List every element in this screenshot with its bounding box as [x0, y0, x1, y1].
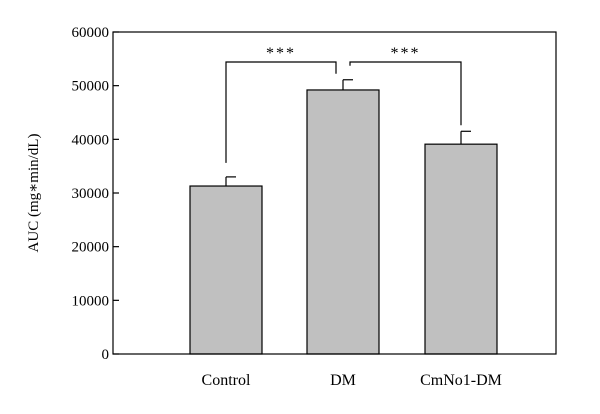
bar-control	[189, 185, 263, 355]
bar-dm	[306, 89, 380, 355]
significance-label: ***	[266, 45, 296, 62]
bars-layer	[189, 89, 498, 355]
significance-bracket	[225, 61, 337, 163]
x-category-label: Control	[202, 372, 251, 389]
x-category-label: CmNo1-DM	[420, 372, 502, 389]
y-tick-label: 30000	[72, 186, 110, 202]
error-bars-layer	[225, 79, 471, 187]
bar-cmno1-dm	[424, 143, 498, 355]
significance-label: ***	[391, 45, 421, 62]
y-tick-label: 40000	[72, 132, 110, 148]
y-tick-label: 60000	[72, 25, 110, 41]
y-axis-title: AUC (mg∗min/dL)	[26, 134, 42, 253]
x-category-label: DM	[330, 372, 356, 389]
x-axis-labels: Control DM CmNo1-DM	[202, 372, 502, 389]
y-tick-label: 20000	[72, 240, 110, 256]
y-axis-ticks: 0 10000 20000 30000 40000 50000 60000	[72, 25, 119, 363]
significance-layer: *** ***	[225, 45, 462, 163]
y-tick-label: 10000	[72, 293, 110, 309]
y-tick-label: 50000	[72, 79, 110, 95]
y-tick-label: 0	[102, 347, 110, 363]
significance-bracket	[349, 61, 462, 126]
